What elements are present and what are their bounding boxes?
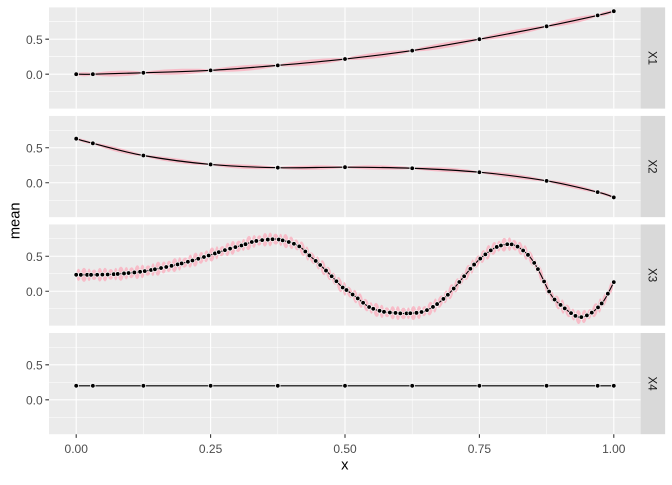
svg-text:0.25: 0.25	[199, 442, 223, 456]
svg-text:mean: mean	[7, 202, 23, 239]
svg-text:0.0: 0.0	[26, 393, 43, 407]
svg-text:0.5: 0.5	[26, 141, 43, 155]
svg-text:x: x	[341, 457, 349, 473]
svg-text:0.0: 0.0	[26, 176, 43, 190]
svg-text:X4: X4	[645, 377, 657, 392]
svg-text:X2: X2	[645, 159, 657, 173]
svg-text:1.00: 1.00	[602, 442, 626, 456]
svg-text:X3: X3	[645, 268, 657, 282]
svg-text:0.5: 0.5	[26, 33, 43, 47]
svg-text:0.00: 0.00	[65, 442, 89, 456]
svg-text:0.0: 0.0	[26, 285, 43, 299]
svg-text:0.50: 0.50	[333, 442, 357, 456]
svg-text:X1: X1	[645, 51, 657, 65]
svg-text:0.5: 0.5	[26, 250, 43, 264]
svg-text:0.5: 0.5	[26, 358, 43, 372]
svg-text:0.0: 0.0	[26, 68, 43, 82]
svg-text:0.75: 0.75	[468, 442, 492, 456]
